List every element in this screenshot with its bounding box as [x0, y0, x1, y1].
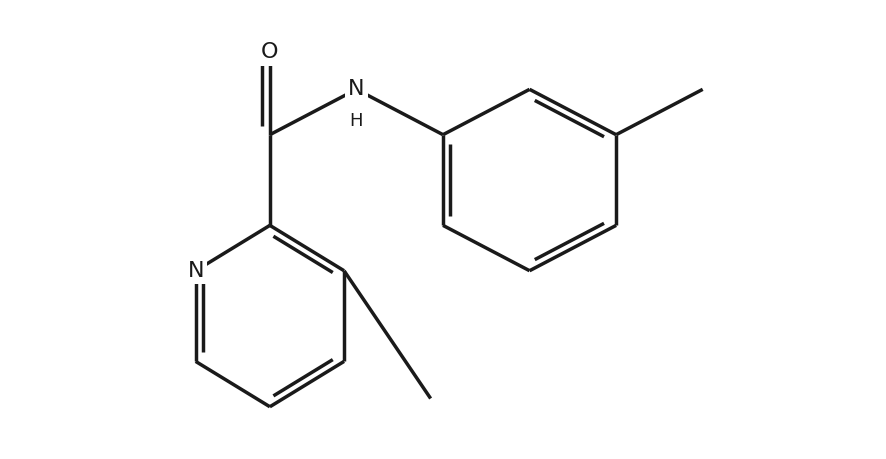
Text: O: O [261, 42, 278, 62]
Text: N: N [188, 261, 204, 281]
Text: H: H [350, 112, 363, 130]
Text: N: N [348, 79, 365, 99]
